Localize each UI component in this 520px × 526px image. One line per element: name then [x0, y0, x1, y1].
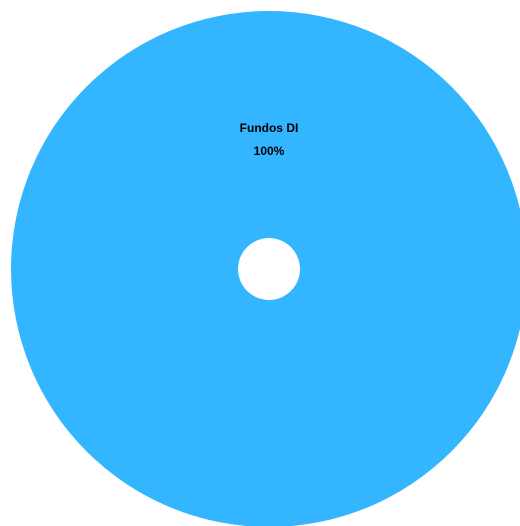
- slice-label-percent: 100%: [254, 144, 285, 158]
- donut-hole: [238, 238, 300, 300]
- slice-label-name: Fundos DI: [240, 121, 299, 135]
